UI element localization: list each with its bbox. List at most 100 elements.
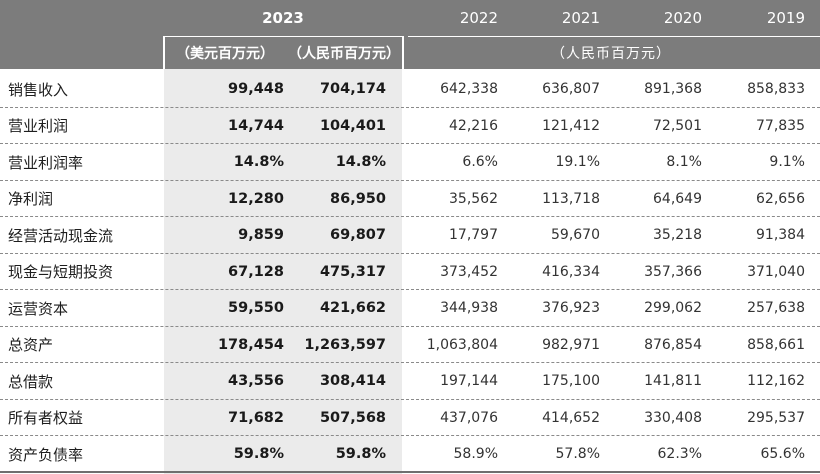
cell-rmb-2023: 475,317 [319, 263, 386, 280]
row-label: 所有者权益 [8, 409, 84, 427]
row-divider [0, 289, 820, 290]
table-row: 现金与短期投资 67,128 475,317 373,452 416,334 357,36… [0, 254, 820, 290]
cell-2022: 35,562 [449, 190, 498, 207]
cell-2019: 112,162 [747, 373, 805, 389]
row-label: 营业利润 [8, 117, 69, 135]
cell-usd: 43,556 [228, 373, 284, 389]
cell-2021: 416,334 [542, 263, 600, 280]
header-separator-historical [408, 36, 820, 37]
cell-rmb-2023: 59.8% [335, 446, 386, 462]
cell-2021: 121,412 [542, 117, 600, 134]
row-divider [0, 106, 820, 108]
table-row: 经营活动现金流 9,859 69,807 17,797 59,670 35,218 91,3… [0, 217, 820, 253]
header-separator-2023 [164, 36, 402, 37]
cell-rmb-2023: 704,174 [319, 81, 386, 97]
cell-2021: 175,100 [542, 373, 600, 389]
row-divider [0, 143, 820, 144]
header-divider-right [402, 36, 404, 69]
cell-usd: 9,859 [238, 227, 284, 243]
cell-2021: 59,670 [551, 227, 600, 243]
row-divider [0, 216, 820, 217]
cell-usd: 178,454 [217, 336, 284, 353]
table-row: 运营资本 59,550 421,662 344,938 376,923 299,062 25… [0, 290, 820, 326]
unit-usd-millions: （美元百万元） [176, 45, 274, 62]
table-row: 净利润 12,280 86,950 35,562 113,718 64,649 62,656 [0, 181, 820, 217]
header-year-2021: 2021 [561, 9, 600, 27]
cell-2022: 58.9% [453, 446, 498, 462]
cell-2020: 72,501 [653, 117, 702, 134]
row-label: 经营活动现金流 [8, 226, 114, 245]
table-row: 总借款 43,556 308,414 197,144 175,100 141,811 112… [0, 363, 820, 399]
cell-2022: 1,063,804 [426, 336, 498, 353]
table-row: 营业利润率 14.8% 14.8% 6.6% 19.1% 8.1% 9.1% [0, 144, 820, 180]
cell-2020: 876,854 [644, 336, 702, 353]
cell-2021: 19.1% [555, 154, 600, 170]
cell-usd: 71,682 [228, 409, 284, 426]
cell-2022: 373,452 [440, 263, 498, 280]
cell-rmb-2023: 14.8% [335, 154, 386, 170]
cell-2022: 17,797 [449, 227, 498, 243]
cell-2020: 64,649 [653, 190, 702, 207]
header-row-units [0, 36, 820, 69]
cell-2021: 57.8% [555, 446, 600, 462]
row-label: 总资产 [8, 336, 54, 354]
cell-rmb-2023: 421,662 [319, 300, 386, 316]
header-divider-left [163, 36, 165, 69]
cell-2022: 437,076 [440, 409, 498, 426]
cell-2020: 141,811 [644, 373, 702, 389]
row-label: 总借款 [8, 372, 54, 391]
header-year-2022: 2022 [459, 9, 498, 27]
row-label: 销售收入 [8, 80, 69, 99]
header-year-2023: 2023 [262, 9, 304, 27]
cell-2019: 295,537 [747, 409, 805, 426]
cell-usd: 12,280 [228, 190, 284, 207]
cell-2019: 65.6% [760, 446, 805, 462]
row-divider [0, 325, 820, 327]
row-label: 现金与短期投资 [8, 263, 114, 281]
row-label: 运营资本 [8, 299, 69, 318]
cell-rmb-2023: 1,263,597 [304, 336, 386, 353]
cell-2020: 35,218 [653, 227, 702, 243]
cell-2021: 376,923 [542, 300, 600, 316]
cell-usd: 59,550 [228, 300, 284, 316]
row-label: 净利润 [8, 190, 54, 208]
row-divider [0, 398, 820, 400]
unit-rmb-millions-2023: （人民币百万元） [288, 45, 400, 62]
cell-2019: 77,835 [756, 117, 805, 134]
cell-2021: 113,718 [542, 190, 600, 207]
cell-usd: 59.8% [233, 446, 284, 462]
highlight-2023-column [164, 0, 402, 474]
cell-2020: 8.1% [666, 154, 702, 170]
row-divider [0, 435, 820, 436]
cell-rmb-2023: 507,568 [319, 409, 386, 426]
cell-rmb-2023: 104,401 [319, 117, 386, 134]
cell-2020: 299,062 [644, 300, 702, 316]
header-year-2020: 2020 [663, 9, 702, 27]
row-divider [0, 179, 820, 181]
cell-rmb-2023: 69,807 [330, 227, 386, 243]
cell-2020: 891,368 [644, 81, 702, 97]
cell-2021: 636,807 [542, 81, 600, 97]
table-bottom-rule [0, 470, 820, 473]
cell-2022: 6.6% [462, 154, 498, 170]
cell-2019: 62,656 [756, 190, 805, 207]
cell-2021: 414,652 [542, 409, 600, 426]
cell-usd: 14,744 [228, 117, 284, 134]
header-row-years [0, 0, 820, 36]
cell-2020: 330,408 [644, 409, 702, 426]
row-divider [0, 252, 820, 254]
cell-usd: 14.8% [233, 154, 284, 170]
table-row: 资产负债率 59.8% 59.8% 58.9% 57.8% 62.3% 65.6% [0, 436, 820, 472]
cell-2022: 197,144 [440, 373, 498, 389]
cell-2020: 357,366 [644, 263, 702, 280]
cell-rmb-2023: 86,950 [330, 190, 386, 207]
cell-2022: 642,338 [440, 81, 498, 97]
cell-2020: 62.3% [657, 446, 702, 462]
cell-2019: 91,384 [756, 227, 805, 243]
table-row: 营业利润 14,744 104,401 42,216 121,412 72,501 77,8… [0, 108, 820, 144]
cell-2022: 344,938 [440, 300, 498, 316]
table-row: 销售收入 99,448 704,174 642,338 636,807 891,368 85… [0, 71, 820, 107]
row-divider [0, 362, 820, 363]
table-row: 总资产 178,454 1,263,597 1,063,804 982,971 876,8… [0, 327, 820, 363]
